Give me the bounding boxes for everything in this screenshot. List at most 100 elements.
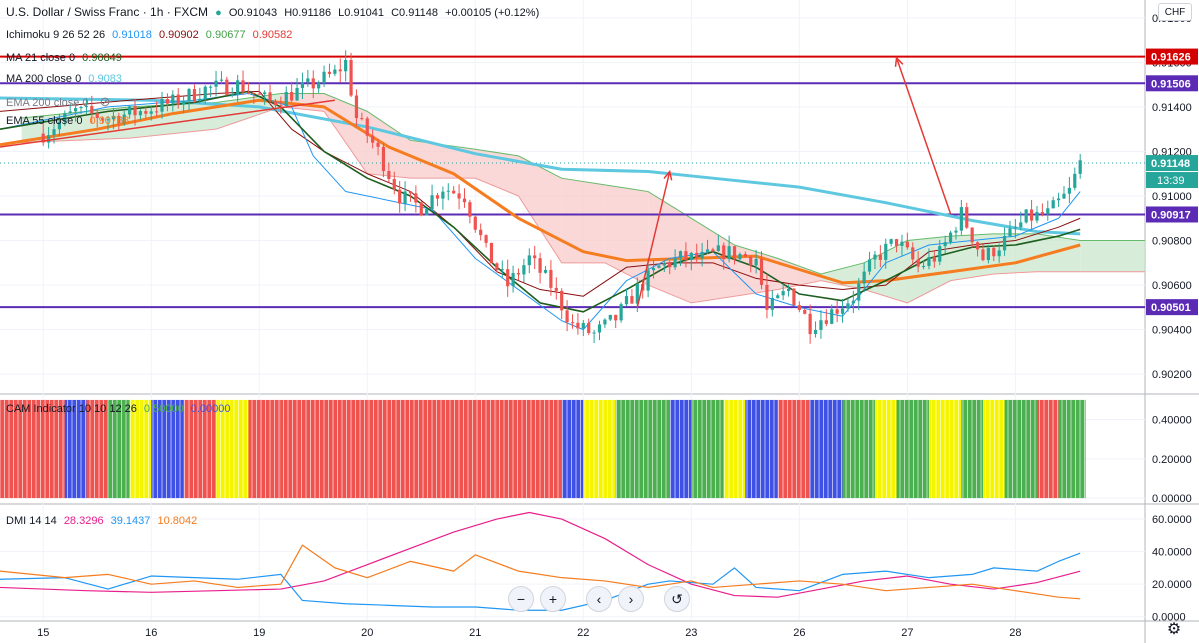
candle-body: [981, 249, 985, 261]
candle-body: [133, 106, 137, 116]
chart-nav-toolbar: − + ‹ › ↺: [508, 586, 690, 612]
candle-body: [263, 92, 267, 95]
zoom-in-icon[interactable]: +: [540, 586, 566, 612]
candle-body: [749, 256, 753, 266]
chevron-left-icon[interactable]: ‹: [586, 586, 612, 612]
candle-body: [290, 91, 294, 101]
candle-body: [484, 235, 488, 243]
candle-body: [403, 191, 407, 204]
candle-body: [970, 227, 974, 243]
candle-body: [727, 246, 731, 260]
candle-body: [619, 304, 623, 321]
price-tick-label: 0.90400: [1152, 325, 1192, 337]
cam-bar: [86, 399, 109, 499]
candle-body: [311, 78, 315, 89]
candle-body: [430, 195, 434, 210]
candle-body: [684, 251, 688, 261]
ema55-line: [0, 98, 1081, 285]
cloud-segment: [864, 240, 908, 303]
candle-body: [365, 118, 369, 136]
cloud-segment: [691, 218, 735, 303]
candle-body: [279, 105, 283, 107]
candle-body: [171, 94, 175, 104]
dmi-tick-label: 40.0000: [1152, 547, 1192, 559]
candle-body: [624, 296, 629, 305]
candle-body: [997, 250, 1001, 257]
cam-bar: [108, 399, 130, 499]
candle-body: [975, 242, 980, 250]
cam-bar: [842, 399, 875, 499]
candle-body: [716, 245, 720, 252]
candle-body: [387, 171, 391, 180]
legend-ichimoku[interactable]: Ichimoku 9 26 52 26 0.91018 0.90902 0.90…: [6, 29, 296, 41]
price-label-bg: [1146, 48, 1198, 65]
candle-body: [884, 243, 888, 260]
trendline: [0, 99, 335, 148]
candle-body: [1035, 212, 1039, 221]
zoom-out-icon[interactable]: −: [508, 586, 534, 612]
price-label-text: 0.91506: [1151, 78, 1191, 90]
arrow-head: [894, 56, 904, 67]
candle-body: [1029, 209, 1034, 221]
cam-bar: [367, 399, 433, 499]
ohlc-low: L0.91041: [338, 7, 385, 19]
candle-body: [95, 113, 99, 119]
candle-body: [446, 190, 450, 192]
candle-body: [74, 108, 78, 112]
candle-body: [651, 267, 656, 271]
time-tick-label: 23: [685, 627, 697, 639]
eye-off-icon[interactable]: ⊘: [99, 94, 111, 109]
candle-body: [830, 309, 834, 324]
candle-body: [900, 241, 904, 246]
legend-cam[interactable]: CAM Indicator 10 10 12 26 0.50000 0.0000…: [6, 403, 235, 415]
candle-body: [786, 288, 791, 292]
candle-body: [803, 309, 807, 314]
candle-body: [911, 247, 915, 260]
candle-body: [678, 251, 683, 259]
candle-body: [657, 265, 661, 268]
price-label-bg: [1146, 75, 1198, 92]
time-tick-label: 16: [145, 627, 157, 639]
ohlc-high: H0.91186: [284, 7, 332, 19]
legend-ema55[interactable]: EMA 55 close 0 0.90788: [6, 115, 133, 127]
candle-body: [225, 79, 229, 95]
candle-body: [381, 146, 386, 172]
candle-body: [57, 121, 62, 130]
candle-body: [808, 313, 812, 335]
legend-dmi[interactable]: DMI 14 14 28.3296 39.1437 10.8042: [6, 515, 201, 527]
legend-ichimoku-v4: 0.90582: [252, 29, 293, 41]
candle-body: [300, 82, 305, 88]
legend-ma200-value: 0.9083: [88, 73, 122, 85]
candle-body: [608, 314, 612, 320]
price-label-bg: [1146, 299, 1198, 316]
candle-body: [322, 71, 326, 84]
candle-body: [214, 80, 218, 87]
candle-body: [165, 98, 170, 104]
time-tick-label: 28: [1009, 627, 1021, 639]
candle-body: [635, 283, 639, 304]
candle-body: [408, 191, 413, 194]
legend-ema200[interactable]: EMA 200 close 0 ⊘: [6, 94, 115, 110]
candle-body: [306, 78, 310, 83]
candle-body: [230, 94, 234, 96]
chevron-right-icon[interactable]: ›: [618, 586, 644, 612]
candle-body: [209, 86, 213, 88]
reset-icon[interactable]: ↺: [664, 586, 690, 612]
legend-ichimoku-v1: 0.91018: [112, 29, 152, 41]
candle-body: [284, 91, 288, 106]
legend-ma200[interactable]: MA 200 close 0 0.9083: [6, 73, 126, 85]
symbol-title: U.S. Dollar / Swiss Franc · 1h · FXCM: [6, 5, 209, 19]
candle-body: [360, 118, 364, 120]
candle-body: [614, 314, 618, 321]
candle-body: [414, 193, 418, 203]
candle-body: [765, 284, 769, 310]
currency-button[interactable]: CHF: [1158, 3, 1192, 21]
cam-tick-label: 0.20000: [1152, 454, 1192, 466]
gear-icon[interactable]: ⚙: [1166, 621, 1182, 638]
arrow-head: [663, 169, 673, 181]
legend-ema55-label: EMA 55 close 0: [6, 115, 83, 127]
legend-ma21[interactable]: MA 21 close 0 0.90849: [6, 52, 126, 64]
candle-body: [754, 258, 758, 266]
cam-bar: [874, 399, 897, 499]
